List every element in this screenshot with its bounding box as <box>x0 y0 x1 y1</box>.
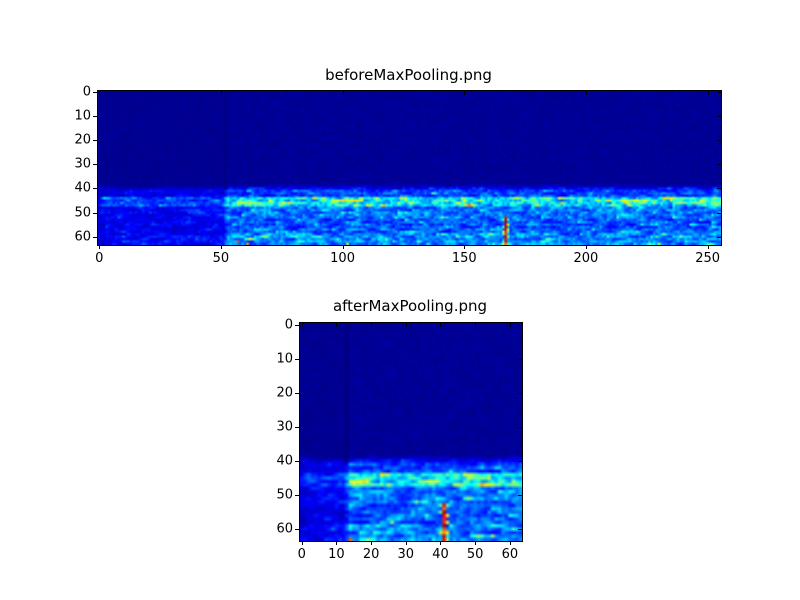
y-tick <box>93 236 97 238</box>
x-tick-top <box>440 323 442 327</box>
y-tick <box>295 358 299 360</box>
y-tick-right <box>717 212 721 214</box>
x-tick-label: 20 <box>362 547 380 562</box>
x-tick-label: 50 <box>212 251 230 266</box>
x-tick-label: 30 <box>397 547 415 562</box>
y-tick <box>93 212 97 214</box>
y-tick-right <box>518 529 522 531</box>
x-tick <box>99 245 101 249</box>
x-tick-label: 60 <box>501 547 519 562</box>
x-tick <box>464 245 466 249</box>
y-tick <box>93 188 97 190</box>
y-tick-right <box>518 460 522 462</box>
y-tick-label: 60 <box>276 521 293 537</box>
y-tick <box>295 392 299 394</box>
before-heatmap-canvas <box>98 91 721 245</box>
x-tick-top <box>707 91 709 95</box>
x-tick <box>342 245 344 249</box>
y-tick-label: 30 <box>276 419 293 435</box>
before-chart-title: beforeMaxPooling.png <box>325 66 492 84</box>
y-tick-label: 30 <box>74 156 91 172</box>
y-tick-label: 20 <box>276 385 293 401</box>
y-tick-label: 50 <box>276 487 293 503</box>
y-tick-right <box>518 426 522 428</box>
y-tick-right <box>518 495 522 497</box>
after-chart-title: afterMaxPooling.png <box>332 297 488 315</box>
y-tick-label: 0 <box>82 84 91 100</box>
y-tick <box>93 92 97 94</box>
x-tick-label: 0 <box>297 547 306 562</box>
y-tick-right <box>717 164 721 166</box>
y-tick-right <box>717 92 721 94</box>
y-tick-right <box>717 140 721 142</box>
x-tick-top <box>342 91 344 95</box>
x-tick-label: 200 <box>573 251 599 266</box>
x-tick-label: 250 <box>695 251 721 266</box>
y-tick-label: 20 <box>74 132 91 148</box>
y-tick-label: 0 <box>284 317 293 333</box>
x-tick-label: 150 <box>451 251 477 266</box>
y-tick <box>93 164 97 166</box>
y-tick <box>295 426 299 428</box>
y-tick-label: 10 <box>276 351 293 367</box>
x-tick <box>440 541 442 545</box>
x-tick-top <box>464 91 466 95</box>
after-heatmap-canvas <box>300 323 522 541</box>
before-plot-area: 0 50 100 150 200 250 0 10 20 30 40 50 60 <box>74 85 722 266</box>
x-tick <box>301 541 303 545</box>
y-tick-label: 40 <box>276 453 293 469</box>
x-tick-label: 50 <box>466 547 484 562</box>
x-tick <box>585 245 587 249</box>
x-tick-label: 40 <box>432 547 449 562</box>
y-tick-label: 60 <box>74 229 91 245</box>
y-tick <box>295 460 299 462</box>
y-tick-right <box>717 116 721 118</box>
y-tick-label: 40 <box>74 180 91 196</box>
x-tick <box>220 245 222 249</box>
x-tick-top <box>475 323 477 327</box>
y-tick-right <box>518 392 522 394</box>
x-tick <box>405 541 407 545</box>
x-tick <box>707 245 709 249</box>
y-tick-label: 10 <box>74 108 91 124</box>
x-tick <box>371 541 373 545</box>
after-plot-area: 0 10 20 30 40 50 60 0 10 20 30 40 50 60 <box>276 317 523 562</box>
x-tick-top <box>301 323 303 327</box>
x-tick-top <box>220 91 222 95</box>
x-tick-top <box>405 323 407 327</box>
y-tick-right <box>518 358 522 360</box>
x-tick <box>475 541 477 545</box>
y-tick-label: 50 <box>74 205 91 221</box>
x-tick-top <box>509 323 511 327</box>
y-tick <box>93 140 97 142</box>
x-tick-label: 100 <box>330 251 355 266</box>
y-tick-right <box>717 188 721 190</box>
y-tick-right <box>717 236 721 238</box>
x-tick-label: 0 <box>95 251 104 266</box>
y-tick <box>295 495 299 497</box>
x-tick-top <box>585 91 587 95</box>
x-tick-top <box>336 323 338 327</box>
x-tick <box>336 541 338 545</box>
x-tick-label: 10 <box>328 547 345 562</box>
x-tick <box>509 541 511 545</box>
y-tick <box>295 529 299 531</box>
y-tick <box>93 116 97 118</box>
x-tick-top <box>371 323 373 327</box>
y-tick <box>295 324 299 326</box>
y-tick-right <box>518 324 522 326</box>
x-tick-top <box>99 91 101 95</box>
